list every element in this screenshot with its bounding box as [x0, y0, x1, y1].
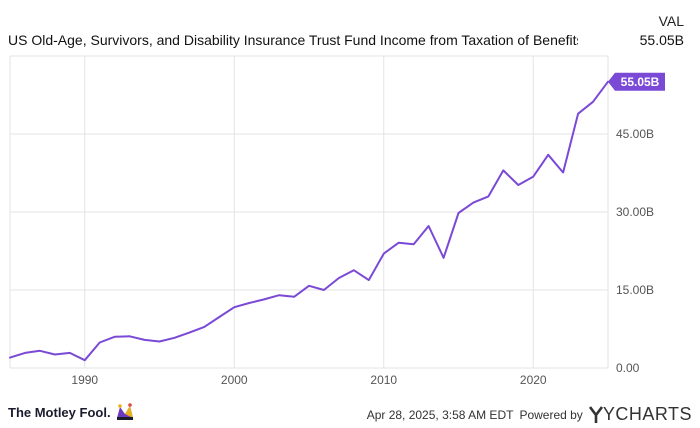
x-tick-label: 2020 — [520, 373, 547, 387]
last-value-badge: 55.05B — [608, 72, 665, 91]
chart-header: VAL US Old-Age, Survivors, and Disabilit… — [0, 0, 700, 50]
value-column-heading: VAL — [658, 13, 684, 29]
ycharts-y-icon — [588, 405, 603, 423]
last-value-badge-label: 55.05B — [621, 75, 660, 89]
x-tick-label: 2000 — [221, 373, 248, 387]
y-tick-label: 30.00B — [616, 205, 654, 219]
jester-cap-icon — [116, 403, 133, 420]
x-tick-label: 1990 — [71, 373, 98, 387]
series-line — [9, 80, 609, 362]
x-tick-label: 2010 — [370, 373, 397, 387]
y-tick-label: 0.00 — [616, 361, 640, 375]
attribution: Apr 28, 2025, 3:58 AM EDT Powered by YCH… — [367, 404, 692, 425]
line-chart: 1990 2000 2010 2020 0.0015.00B30.00B45.00B … — [9, 55, 665, 387]
timestamp: Apr 28, 2025, 3:58 AM EDT — [366, 407, 514, 422]
gridlines — [9, 55, 609, 369]
series-current-value: 55.05B — [639, 32, 684, 48]
ycharts-logo[interactable]: YCHARTS — [588, 404, 692, 425]
x-axis-ticks: 1990 2000 2010 2020 — [71, 373, 547, 387]
series-line-path — [9, 80, 609, 362]
last-value-badge-shape — [608, 72, 665, 91]
brand-logo[interactable]: The Motley Fool. — [8, 402, 135, 422]
powered-by-label: Powered by — [519, 407, 583, 422]
y-tick-label: 15.00B — [616, 283, 654, 297]
y-axis-ticks: 0.00 15.00B 30.00B 45.00B — [616, 127, 654, 375]
series-name: US Old-Age, Survivors, and Disability In… — [8, 32, 578, 48]
chart-footer: The Motley Fool. Apr 28, 2025, 3:58 AM E… — [0, 396, 700, 428]
brand-name: The Motley Fool. — [8, 404, 111, 420]
ycharts-wordmark: YCHARTS — [602, 404, 692, 424]
y-tick-label: 45.00B — [616, 127, 654, 141]
